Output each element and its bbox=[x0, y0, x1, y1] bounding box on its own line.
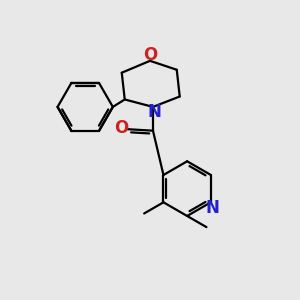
Text: N: N bbox=[206, 199, 219, 217]
Text: N: N bbox=[148, 103, 161, 121]
Text: O: O bbox=[143, 46, 157, 64]
Text: O: O bbox=[114, 119, 128, 137]
